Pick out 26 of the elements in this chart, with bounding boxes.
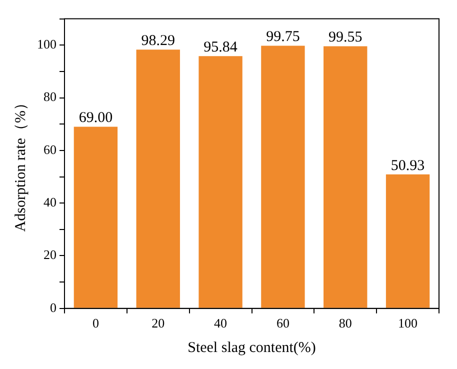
data-label: 99.75 bbox=[266, 29, 300, 46]
data-label: 99.55 bbox=[328, 30, 362, 46]
x-tick-label: 20 bbox=[152, 316, 165, 331]
x-tick-label: 0 bbox=[92, 316, 99, 331]
bar bbox=[261, 46, 305, 308]
x-tick-label: 100 bbox=[398, 316, 418, 331]
y-tick-label: 0 bbox=[50, 300, 56, 315]
data-label: 69.00 bbox=[78, 110, 113, 126]
bar bbox=[198, 56, 242, 308]
y-tick-label: 40 bbox=[44, 194, 56, 210]
y-axis-title: Adsorption rate（%） bbox=[12, 95, 29, 232]
data-label: 98.29 bbox=[141, 33, 175, 50]
y-tick-label: 80 bbox=[44, 89, 56, 104]
x-tick-label: 60 bbox=[276, 316, 290, 331]
bar bbox=[324, 46, 368, 308]
bar bbox=[136, 50, 180, 308]
y-tick-label: 60 bbox=[44, 142, 56, 157]
y-tick-label: 20 bbox=[44, 247, 56, 262]
bar bbox=[74, 126, 118, 308]
y-tick-label: 100 bbox=[37, 36, 56, 52]
x-tick-label: 80 bbox=[338, 316, 352, 331]
bar bbox=[386, 174, 430, 308]
x-tick-label: 40 bbox=[214, 316, 228, 331]
data-label: 50.93 bbox=[390, 158, 425, 174]
x-axis-title: Steel slag content(%) bbox=[188, 340, 316, 356]
data-label: 95.84 bbox=[204, 40, 238, 56]
